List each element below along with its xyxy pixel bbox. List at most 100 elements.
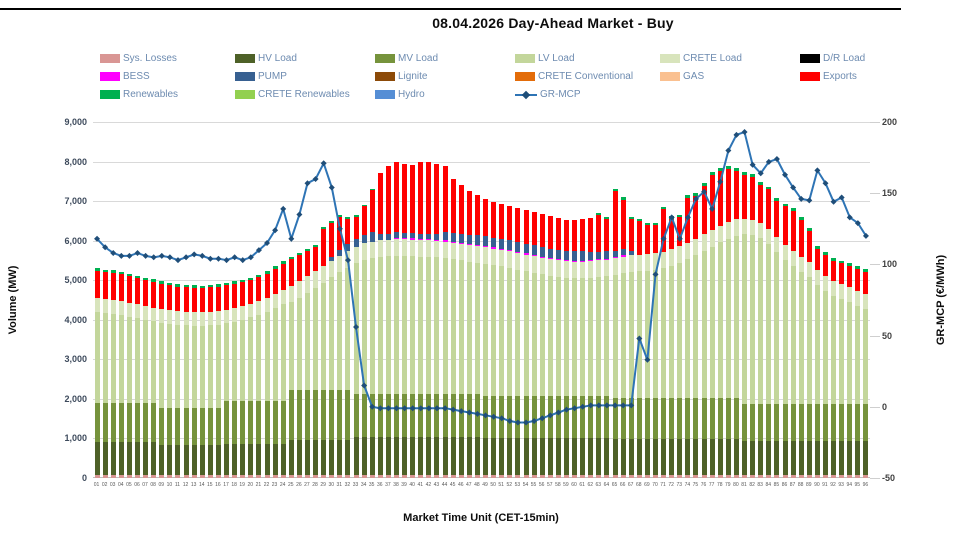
gridline bbox=[93, 280, 870, 282]
bar-segment-renewables bbox=[596, 213, 602, 216]
bar-segment-pump bbox=[345, 243, 351, 251]
bar-segment-lv-load bbox=[717, 242, 723, 398]
gr-mcp-marker bbox=[830, 198, 837, 205]
bar-segment-hv-load bbox=[774, 440, 780, 475]
bar-segment-exports bbox=[531, 212, 537, 246]
bar-segment-sys-losses bbox=[280, 474, 286, 478]
bar-segment-sys-losses bbox=[531, 474, 537, 478]
x-tick-label: 35 bbox=[368, 482, 375, 488]
bar-segment-exports bbox=[224, 285, 230, 310]
bar-segment-hv-load bbox=[661, 439, 667, 475]
bar-segment-sys-losses bbox=[402, 474, 408, 478]
bar-segment-exports bbox=[547, 216, 553, 250]
stacked-bar-14 bbox=[199, 122, 205, 478]
bar-segment-exports bbox=[483, 199, 489, 237]
bar-segment-pump bbox=[361, 234, 367, 244]
bar-segment-pump bbox=[499, 238, 505, 249]
bar-segment-lv-load bbox=[199, 325, 205, 408]
bar-segment-pump bbox=[410, 233, 416, 239]
bar-segment-lv-load bbox=[539, 274, 545, 396]
bar-segment-exports bbox=[256, 277, 262, 301]
gr-mcp-marker bbox=[628, 402, 635, 409]
bar-segment-renewables bbox=[94, 268, 100, 271]
bar-segment-hv-load bbox=[782, 440, 788, 475]
stacked-bar-30 bbox=[329, 122, 335, 478]
bar-segment-mv-load bbox=[240, 400, 246, 444]
x-tick-label: 89 bbox=[805, 482, 812, 488]
stacked-bar-75 bbox=[693, 122, 699, 478]
stacked-bar-95 bbox=[855, 122, 861, 478]
bar-segment-sys-losses bbox=[677, 474, 683, 478]
gr-mcp-marker bbox=[320, 160, 327, 167]
bar-segment-bess bbox=[483, 246, 489, 248]
bar-segment-renewables bbox=[248, 277, 254, 281]
bar-segment-sys-losses bbox=[798, 474, 804, 478]
stacked-bar-19 bbox=[240, 122, 246, 478]
bar-segment-renewables bbox=[677, 214, 683, 217]
right-tick-mark bbox=[870, 335, 880, 337]
legend-item-renewables: Renewables bbox=[100, 88, 178, 100]
bar-segment-mv-load bbox=[717, 397, 723, 440]
gr-mcp-marker bbox=[806, 197, 813, 204]
bar-segment-mv-load bbox=[661, 397, 667, 440]
bar-segment-lv-load bbox=[264, 311, 270, 401]
stacked-bar-84 bbox=[766, 122, 772, 478]
bar-segment-renewables bbox=[766, 186, 772, 189]
stacked-bar-24 bbox=[280, 122, 286, 478]
bar-segment-hv-load bbox=[272, 443, 278, 475]
bar-segment-sys-losses bbox=[483, 474, 489, 478]
bar-segment-exports bbox=[661, 209, 667, 252]
bar-segment-hv-load bbox=[377, 437, 383, 475]
bar-segment-hv-load bbox=[394, 437, 400, 475]
stacked-bar-89 bbox=[806, 122, 812, 478]
stacked-bar-60 bbox=[572, 122, 578, 478]
legend-color-swatch-icon bbox=[235, 53, 255, 63]
stacked-bar-94 bbox=[847, 122, 853, 478]
bar-segment-exports bbox=[143, 279, 149, 306]
x-tick-label: 10 bbox=[166, 482, 173, 488]
bar-segment-mv-load bbox=[636, 397, 642, 440]
bar-segment-lv-load bbox=[636, 271, 642, 398]
bar-segment-crete-load bbox=[272, 294, 278, 308]
legend-color-swatch-icon bbox=[100, 53, 120, 63]
bar-segment-exports bbox=[264, 273, 270, 298]
bar-segment-hv-load bbox=[863, 440, 869, 475]
bar-segment-sys-losses bbox=[596, 474, 602, 478]
bar-segment-lv-load bbox=[337, 272, 343, 390]
bar-segment-crete-load bbox=[385, 239, 391, 257]
x-tick-label: 34 bbox=[360, 482, 367, 488]
bar-segment-exports bbox=[604, 219, 610, 252]
legend-label: CRETE Conventional bbox=[538, 70, 634, 82]
bar-segment-exports bbox=[847, 265, 853, 288]
bar-segment-exports bbox=[677, 216, 683, 247]
x-tick-label: 11 bbox=[174, 482, 181, 488]
bar-segment-lv-load bbox=[669, 266, 675, 398]
bar-segment-renewables bbox=[118, 271, 124, 274]
legend-item-gr-mcp: GR-MCP bbox=[515, 88, 581, 100]
gr-mcp-marker bbox=[158, 252, 165, 259]
legend-color-swatch-icon bbox=[660, 53, 680, 63]
legend-label: CRETE Renewables bbox=[258, 88, 350, 100]
bar-segment-crete-load bbox=[855, 291, 861, 307]
stacked-bar-85 bbox=[774, 122, 780, 478]
bar-segment-hv-load bbox=[822, 440, 828, 475]
bar-segment-exports bbox=[766, 188, 772, 229]
bar-segment-sys-losses bbox=[410, 474, 416, 478]
bar-segment-lv-load bbox=[450, 259, 456, 394]
bar-segment-bess bbox=[499, 248, 505, 250]
bar-segment-mv-load bbox=[232, 400, 238, 444]
legend-item-crete-load: CRETE Load bbox=[660, 52, 742, 64]
bar-segment-lv-load bbox=[304, 292, 310, 390]
gr-mcp-marker bbox=[555, 409, 562, 416]
bar-segment-sys-losses bbox=[604, 474, 610, 478]
bar-segment-lv-load bbox=[442, 258, 448, 394]
legend-color-swatch-icon bbox=[235, 71, 255, 81]
bar-segment-mv-load bbox=[321, 389, 327, 441]
bar-segment-crete-load bbox=[377, 240, 383, 257]
x-tick-label: 81 bbox=[741, 482, 747, 488]
bar-segment-bess bbox=[547, 258, 553, 260]
bar-segment-lv-load bbox=[644, 270, 650, 398]
bar-segment-lv-load bbox=[191, 325, 197, 408]
bar-segment-sys-losses bbox=[207, 474, 213, 478]
bar-segment-renewables bbox=[863, 269, 869, 272]
